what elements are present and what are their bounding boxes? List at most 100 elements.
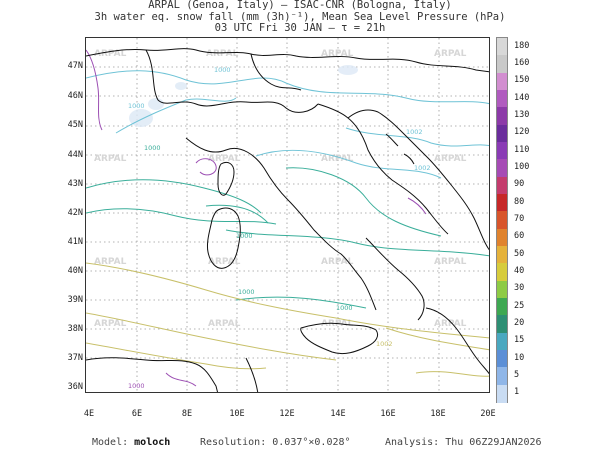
lon-label-4e: 4E (83, 409, 95, 419)
lon-label-12e: 12E (279, 409, 295, 419)
watermark-11: ARPAL (321, 257, 354, 267)
colorbar-label: 160 (514, 58, 530, 68)
colorbar-segment (497, 246, 507, 264)
watermark-4: ARPAL (434, 49, 467, 59)
watermark-15: ARPAL (321, 319, 354, 329)
watermark-1: ARPAL (94, 49, 127, 59)
watermark-16: ARPAL (434, 319, 467, 329)
footer-analysis: Analysis: Thu 06Z29JAN2026 (385, 437, 542, 448)
graticule (86, 38, 489, 392)
isobar-label-3: 1000 (144, 144, 161, 152)
colorbar-segment (497, 107, 507, 126)
lat-label-38n: 38N (67, 324, 83, 334)
lat-label-47n: 47N (67, 61, 83, 71)
colorbar-label: 50 (514, 248, 525, 259)
lat-label-43n: 43N (67, 179, 83, 189)
lat-label-44n: 44N (67, 150, 83, 160)
isobar-label-8: 1002 (376, 340, 393, 348)
model-label: Model: (92, 437, 129, 448)
lon-label-14e: 14E (330, 409, 346, 419)
colorbar-label: 100 (514, 162, 530, 172)
analysis-label: Analysis: (385, 437, 440, 448)
colorbar-segment (497, 38, 507, 56)
lon-label-6e: 6E (131, 409, 143, 419)
colorbar-segment (497, 228, 507, 247)
title-line-3: 03 UTC Fri 30 JAN — τ = 21h (214, 22, 386, 34)
lat-label-36n: 36N (67, 382, 83, 392)
colorbar-segment (497, 159, 507, 178)
colorbar-segment (497, 367, 507, 386)
lon-label-20e: 20E (480, 409, 496, 419)
watermark-14: ARPAL (208, 319, 241, 329)
colorbar-segment (497, 55, 507, 74)
lat-label-40n: 40N (67, 266, 83, 276)
isobar-label-2: 1000 (128, 102, 145, 110)
title-line-1: ARPAL (Genoa, Italy) — ISAC-CNR (Bologna… (148, 0, 452, 11)
isobar-label-7: 1002 (414, 164, 431, 172)
colorbar-segment (497, 72, 507, 91)
colorbar-label: 20 (514, 318, 525, 328)
isobar-label-6: 1002 (406, 128, 423, 136)
watermark-3: ARPAL (321, 49, 354, 59)
colorbar-segment (497, 211, 507, 230)
colorbar-label: 1 (514, 387, 520, 398)
colorbar-label: 90 (514, 179, 525, 190)
isobar-label-4: 1000 (236, 232, 253, 240)
colorbar-label: 130 (514, 110, 530, 120)
lon-label-18e: 18E (430, 409, 446, 419)
colorbar-label: 5 (514, 370, 520, 380)
colorbar-label: 110 (514, 144, 530, 155)
colorbar-segment (497, 298, 507, 316)
watermark-10: ARPAL (208, 257, 241, 267)
colorbar-segment (497, 263, 507, 282)
lon-label-10e: 10E (229, 409, 245, 419)
resolution-label: Resolution: (200, 437, 267, 448)
colorbar-segment (497, 315, 507, 334)
isobar-label-9: 1000 (128, 382, 145, 390)
colorbar-segment (497, 124, 507, 143)
isobar-label-10: 1000 (336, 304, 353, 312)
colorbar-label: 70 (514, 214, 525, 224)
lat-label-42n: 42N (67, 208, 83, 218)
isobars (86, 49, 489, 387)
watermark-5: ARPAL (94, 154, 127, 164)
lon-label-16e: 16E (380, 409, 396, 419)
colorbar-label: 15 (514, 335, 525, 346)
map-canvas: ARPAL ARPAL ARPAL ARPAL ARPAL ARPAL ARPA… (86, 38, 489, 392)
colorbar-segment (497, 176, 507, 195)
watermark-9: ARPAL (94, 257, 127, 267)
colorbar-segment (497, 90, 507, 108)
colorbar-label: 150 (514, 75, 530, 86)
colorbar-label: 30 (514, 283, 525, 294)
colorbar-segment (497, 332, 507, 351)
colorbar-label: 60 (514, 231, 525, 242)
colorbar-label: 80 (514, 196, 525, 207)
watermark-12: ARPAL (434, 257, 467, 267)
watermark-2: ARPAL (206, 49, 239, 59)
model-value: moloch (134, 437, 171, 448)
title-line-2: 3h water eq. snow fall (mm (3h)⁻¹), Mean… (94, 10, 506, 23)
map-title-block: ARPAL (Genoa, Italy) — ISAC-CNR (Bologna… (0, 0, 600, 35)
colorbar-label: 10 (514, 352, 525, 363)
colorbar-segment (497, 142, 507, 160)
colorbar-segment (497, 194, 507, 212)
footer-resolution: Resolution: 0.037°×0.028° (200, 437, 351, 448)
watermark-group: ARPAL ARPAL ARPAL ARPAL ARPAL ARPAL ARPA… (94, 49, 467, 329)
watermark-6: ARPAL (208, 154, 241, 164)
colorbar-segment (497, 384, 507, 403)
colorbar-segment (497, 350, 507, 368)
isobar-label-1: 1000 (214, 66, 231, 74)
lat-label-45n: 45N (67, 120, 83, 130)
isobar-labels: 1000 1000 1000 1000 1000 1002 1002 1002 … (128, 66, 431, 390)
colorbar-label: 140 (514, 92, 530, 103)
colorbar-label: 40 (514, 266, 525, 276)
watermark-8: ARPAL (434, 154, 467, 164)
watermark-7: ARPAL (321, 154, 354, 164)
footer-model: Model: moloch (92, 437, 170, 448)
colorbar-segment (497, 280, 507, 299)
isobar-label-5: 1000 (238, 288, 255, 296)
colorbar-label: 25 (514, 300, 525, 311)
lon-label-8e: 8E (181, 409, 193, 419)
lat-label-37n: 37N (67, 353, 83, 363)
colorbar-label: 120 (514, 127, 530, 138)
